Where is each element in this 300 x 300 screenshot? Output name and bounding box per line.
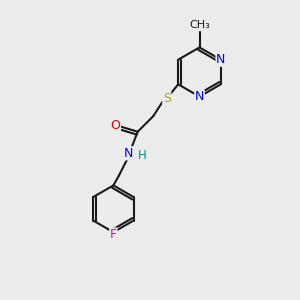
- Text: N: N: [123, 147, 133, 160]
- Text: H: H: [138, 149, 146, 162]
- Text: CH₃: CH₃: [189, 20, 210, 30]
- Text: N: N: [195, 90, 204, 103]
- Text: F: F: [110, 228, 117, 241]
- Text: N: N: [216, 53, 226, 66]
- Text: S: S: [163, 92, 171, 105]
- Text: O: O: [111, 118, 120, 132]
